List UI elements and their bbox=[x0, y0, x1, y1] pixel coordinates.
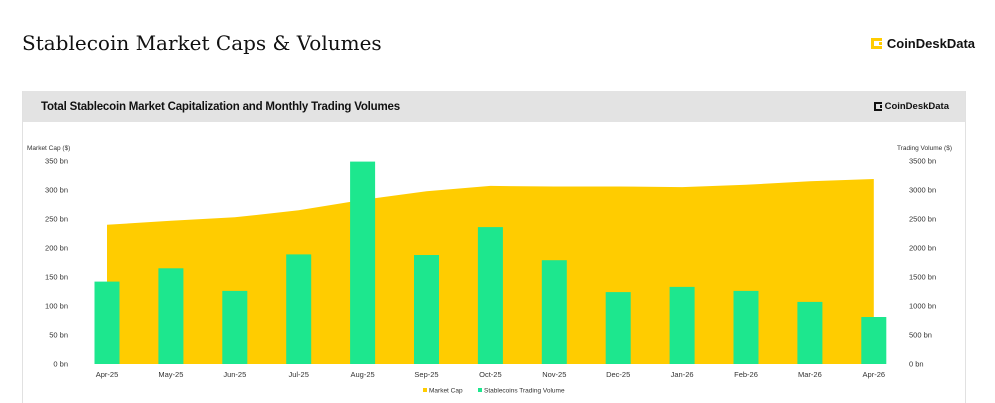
legend-label-market-cap: Market Cap bbox=[429, 388, 463, 395]
y-tick-left: 0 bn bbox=[53, 360, 68, 369]
volume-bar bbox=[158, 268, 184, 364]
y-tick-left: 150 bn bbox=[45, 273, 68, 282]
volume-bar bbox=[733, 290, 759, 364]
x-tick-label: Apr-26 bbox=[863, 370, 886, 379]
volume-bar bbox=[222, 290, 248, 364]
x-tick-label: Jun-25 bbox=[223, 370, 246, 379]
volume-bar bbox=[477, 227, 503, 364]
y-tick-left: 100 bn bbox=[45, 302, 68, 311]
x-tick-label: Oct-25 bbox=[479, 370, 502, 379]
chart-card: Total Stablecoin Market Capitalization a… bbox=[22, 91, 966, 403]
volume-bar bbox=[286, 254, 312, 364]
x-tick-label: Feb-26 bbox=[734, 370, 758, 379]
coindesk-logo-icon bbox=[870, 38, 882, 49]
y-tick-left: 50 bn bbox=[49, 331, 68, 340]
y-tick-left: 250 bn bbox=[45, 215, 68, 224]
chart-brand: CoinDeskData bbox=[873, 101, 949, 112]
y-axis-left-title: Market Cap ($) bbox=[27, 145, 70, 152]
y-tick-right: 0 bn bbox=[909, 360, 924, 369]
y-tick-right: 1000 bn bbox=[909, 302, 936, 311]
y-tick-right: 1500 bn bbox=[909, 273, 936, 282]
legend-label-trading-volume: Stablecoins Trading Volume bbox=[484, 388, 565, 395]
volume-bar bbox=[669, 286, 695, 364]
x-tick-label: Aug-25 bbox=[351, 370, 375, 379]
x-tick-label: May-25 bbox=[158, 370, 183, 379]
y-tick-right: 2500 bn bbox=[909, 215, 936, 224]
brand-logo: CoinDeskData bbox=[870, 36, 975, 51]
x-tick-label: Apr-25 bbox=[96, 370, 119, 379]
y-tick-left: 300 bn bbox=[45, 186, 68, 195]
volume-bar bbox=[541, 260, 567, 364]
x-tick-label: Mar-26 bbox=[798, 370, 822, 379]
volume-bar bbox=[797, 301, 823, 364]
x-tick-label: Jul-25 bbox=[288, 370, 308, 379]
chart-brand-name: CoinDeskData bbox=[884, 101, 949, 112]
y-tick-right: 500 bn bbox=[909, 331, 932, 340]
chart-card-header: Total Stablecoin Market Capitalization a… bbox=[23, 91, 965, 122]
y-tick-right: 3000 bn bbox=[909, 186, 936, 195]
y-tick-left: 350 bn bbox=[45, 157, 68, 166]
legend-swatch-trading-volume bbox=[478, 388, 482, 392]
x-tick-label: Jan-26 bbox=[671, 370, 694, 379]
x-tick-label: Nov-25 bbox=[542, 370, 566, 379]
x-tick-label: Sep-25 bbox=[414, 370, 438, 379]
y-axis-right-title: Trading Volume ($) bbox=[897, 145, 952, 152]
volume-bar bbox=[414, 255, 439, 364]
y-tick-left: 200 bn bbox=[45, 244, 68, 253]
y-tick-right: 2000 bn bbox=[909, 244, 936, 253]
volume-bar bbox=[861, 317, 887, 364]
legend-swatch-market-cap bbox=[423, 388, 427, 392]
page-title: Stablecoin Market Caps & Volumes bbox=[22, 31, 382, 55]
chart-svg: Market Cap ($) Trading Volume ($) 0 bn 50 b… bbox=[27, 145, 952, 395]
volume-bar bbox=[94, 281, 120, 364]
chart-title: Total Stablecoin Market Capitalization a… bbox=[41, 101, 400, 113]
y-tick-right: 3500 bn bbox=[909, 157, 936, 166]
coindesk-logo-icon-small bbox=[873, 102, 882, 111]
brand-name: CoinDeskData bbox=[886, 36, 975, 51]
volume-bar bbox=[605, 292, 631, 364]
volume-bar bbox=[350, 161, 376, 364]
x-tick-label: Dec-25 bbox=[606, 370, 630, 379]
